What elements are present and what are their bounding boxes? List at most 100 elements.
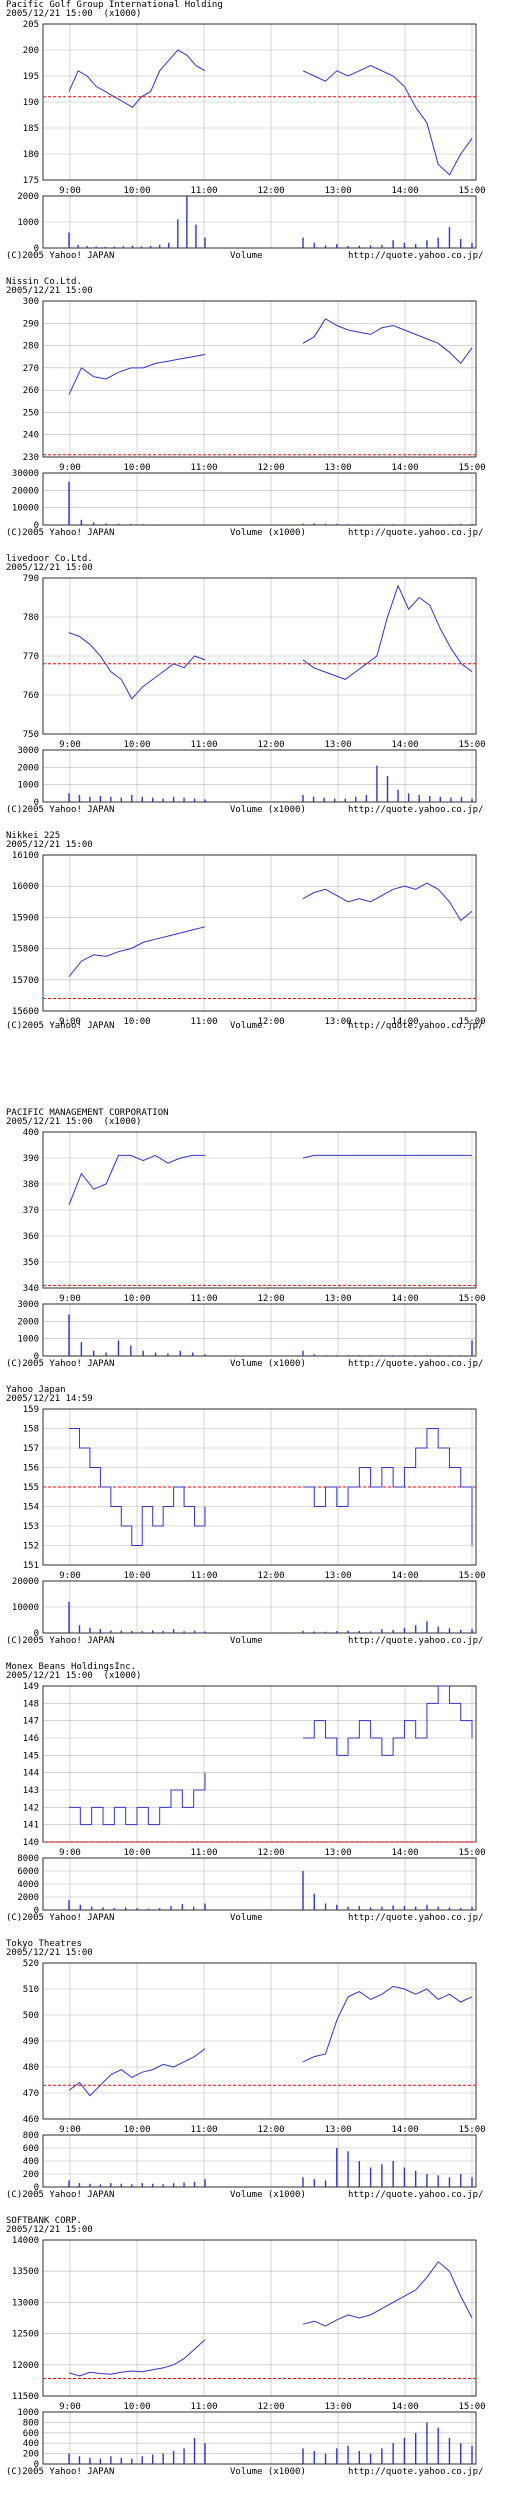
volume-y-tick-label: 1000 xyxy=(17,1335,39,1345)
y-tick-label: 143 xyxy=(23,1786,39,1796)
y-tick-label: 360 xyxy=(23,1232,39,1242)
y-tick-label: 510 xyxy=(23,1985,39,1995)
chart-timestamp: 2005/12/21 14:59 xyxy=(6,1394,93,1404)
volume-y-tick-label: 200 xyxy=(23,2450,39,2460)
y-tick-label: 147 xyxy=(23,1717,39,1727)
x-tick-label: 13:00 xyxy=(324,2125,351,2135)
y-tick-label: 11500 xyxy=(12,2392,39,2402)
x-tick-label: 9:00 xyxy=(59,1017,81,1027)
x-tick-label: 15:00 xyxy=(458,2402,485,2412)
volume-label: Volume xyxy=(230,251,263,261)
y-tick-label: 159 xyxy=(23,1405,39,1415)
y-tick-label: 260 xyxy=(23,386,39,396)
y-tick-label: 190 xyxy=(23,98,39,108)
y-tick-label: 14000 xyxy=(12,2236,39,2246)
chart-timestamp: 2005/12/21 15:00 (x1000) xyxy=(6,9,142,19)
x-tick-label: 11:00 xyxy=(190,2125,217,2135)
price-line xyxy=(303,1685,473,1756)
chart-timestamp: 2005/12/21 15:00 (x1000) xyxy=(6,1117,142,1127)
copyright-text: (C)2005 Yahoo! JAPAN xyxy=(6,2190,114,2200)
price-line xyxy=(68,1154,205,1205)
chart-svg: 175 180 185 190 195 200 205 9:00 10:00 11:00 12:00… xyxy=(6,20,486,261)
price-line xyxy=(302,318,473,365)
chart-panel: Monex Beans HoldingsInc. 2005/12/21 15:00… xyxy=(0,1662,512,1939)
volume-y-tick-label: 10000 xyxy=(12,1603,39,1613)
x-tick-label: 12:00 xyxy=(257,2125,284,2135)
y-tick-label: 15700 xyxy=(12,976,39,986)
volume-frame xyxy=(42,1857,477,1911)
chart-panel: livedoor Co.Ltd. 2005/12/21 15:00 750 760 77… xyxy=(0,554,512,831)
y-tick-label: 205 xyxy=(23,20,39,30)
x-tick-label: 15:00 xyxy=(458,186,485,196)
y-tick-label: 780 xyxy=(23,613,39,623)
x-tick-label: 11:00 xyxy=(190,1848,217,1858)
chart-title: SOFTBANK CORP. xyxy=(6,2216,82,2226)
x-tick-label: 9:00 xyxy=(59,1571,81,1581)
volume-label: Volume (x1000) xyxy=(230,2467,306,2477)
x-tick-label: 14:00 xyxy=(391,463,418,473)
x-tick-label: 14:00 xyxy=(391,2402,418,2412)
chart-title: Pacific Golf Group International Holding xyxy=(6,0,223,10)
y-tick-label: 144 xyxy=(23,1769,39,1779)
chart-svg: 151 152 153 154 155 156 157 158 159 9:00 10:00 11:0… xyxy=(6,1405,486,1646)
x-tick-label: 10:00 xyxy=(123,186,150,196)
plot-frame xyxy=(42,577,477,735)
x-tick-label: 12:00 xyxy=(257,1294,284,1304)
chart-title: Yahoo Japan xyxy=(6,1385,66,1395)
y-tick-label: 300 xyxy=(23,297,39,307)
x-tick-label: 12:00 xyxy=(257,463,284,473)
x-tick-label: 15:00 xyxy=(458,1571,485,1581)
x-tick-label: 11:00 xyxy=(190,1294,217,1304)
y-tick-label: 158 xyxy=(23,1425,39,1435)
volume-y-tick-label: 0 xyxy=(34,1352,39,1362)
chart-svg: 750 760 770 780 790 9:00 10:00 11:00 12:00 13:00 1… xyxy=(6,574,486,815)
volume-frame xyxy=(42,195,477,249)
x-tick-label: 11:00 xyxy=(190,2402,217,2412)
x-tick-label: 13:00 xyxy=(324,2402,351,2412)
x-tick-label: 11:00 xyxy=(190,740,217,750)
volume-y-tick-label: 0 xyxy=(34,1906,39,1916)
price-line xyxy=(303,1428,473,1546)
x-tick-label: 10:00 xyxy=(123,740,150,750)
x-tick-label: 10:00 xyxy=(123,2125,150,2135)
chart-panel: Yahoo Japan 2005/12/21 14:59 151 152 153 154 1… xyxy=(0,1385,512,1662)
copyright-text: (C)2005 Yahoo! JAPAN xyxy=(6,528,114,538)
volume-y-tick-label: 400 xyxy=(23,2157,39,2167)
price-line xyxy=(302,65,473,176)
y-tick-label: 270 xyxy=(23,364,39,374)
y-tick-label: 280 xyxy=(23,342,39,352)
volume-y-tick-label: 0 xyxy=(34,798,39,808)
copyright-text: (C)2005 Yahoo! JAPAN xyxy=(6,1636,114,1646)
source-url: http://quote.yahoo.co.jp/ xyxy=(348,1021,483,1031)
x-tick-label: 14:00 xyxy=(391,1848,418,1858)
volume-y-tick-label: 400 xyxy=(23,2439,39,2449)
y-tick-label: 16100 xyxy=(12,851,39,861)
copyright-text: (C)2005 Yahoo! JAPAN xyxy=(6,805,114,815)
volume-y-tick-label: 2000 xyxy=(17,192,39,202)
y-tick-label: 141 xyxy=(23,1821,39,1831)
y-tick-label: 390 xyxy=(23,1154,39,1164)
price-line xyxy=(68,2048,206,2097)
price-line xyxy=(69,1428,206,1546)
y-tick-label: 175 xyxy=(23,176,39,186)
volume-y-tick-label: 2000 xyxy=(17,1317,39,1327)
x-tick-label: 15:00 xyxy=(458,740,485,750)
chart-title: livedoor Co.Ltd. xyxy=(6,554,93,564)
plot-frame xyxy=(42,23,477,181)
chart-title: Nikkei 225 xyxy=(6,831,61,841)
volume-y-tick-label: 800 xyxy=(23,2418,39,2428)
chart-panel: Nissin Co.Ltd. 2005/12/21 15:00 230 240 250 2… xyxy=(0,277,512,554)
x-tick-label: 9:00 xyxy=(59,2125,81,2135)
x-tick-label: 9:00 xyxy=(59,186,81,196)
source-url: http://quote.yahoo.co.jp/ xyxy=(348,251,483,261)
y-tick-label: 490 xyxy=(23,2037,39,2047)
y-tick-label: 157 xyxy=(23,1444,39,1454)
x-tick-label: 12:00 xyxy=(257,1848,284,1858)
chart-panel: PACIFIC MANAGEMENT CORPORATION 2005/12/21… xyxy=(0,1108,512,1385)
volume-label: Volume xyxy=(230,1636,263,1646)
x-tick-label: 13:00 xyxy=(324,1571,351,1581)
y-tick-label: 153 xyxy=(23,1522,39,1532)
source-url: http://quote.yahoo.co.jp/ xyxy=(348,1636,483,1646)
chart-panel: Pacific Golf Group International Holding… xyxy=(0,0,512,277)
y-tick-label: 15600 xyxy=(12,1007,39,1017)
